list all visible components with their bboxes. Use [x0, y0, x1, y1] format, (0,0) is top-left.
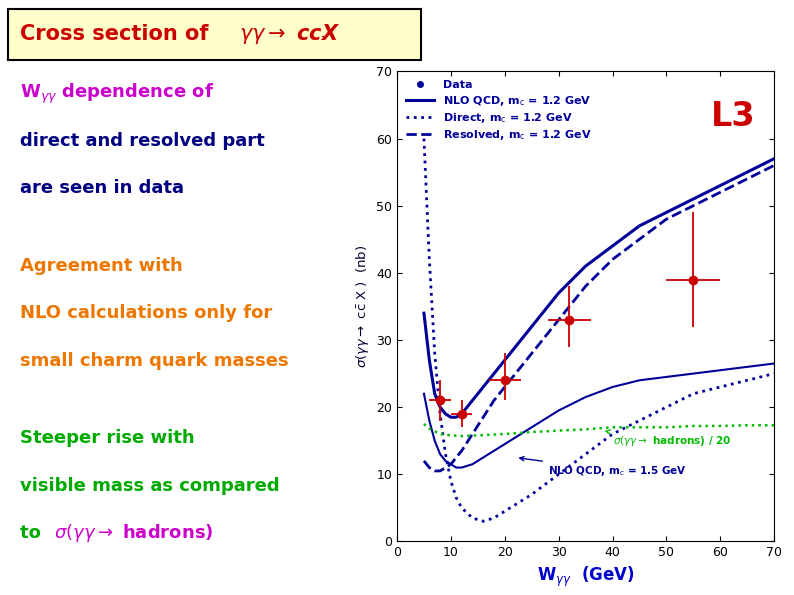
X-axis label: W$_{\gamma\gamma}$  (GeV): W$_{\gamma\gamma}$ (GeV) [537, 565, 634, 589]
Text: visible mass as compared: visible mass as compared [20, 477, 279, 495]
Text: are seen in data: are seen in data [20, 179, 184, 198]
Text: $\sigma(\gamma\gamma \rightarrow$ hadrons): $\sigma(\gamma\gamma \rightarrow$ hadron… [54, 522, 214, 544]
Text: Cross section of: Cross section of [21, 24, 230, 44]
Text: to: to [20, 524, 53, 543]
Text: NLO calculations only for: NLO calculations only for [20, 304, 272, 322]
Y-axis label: $\sigma(\gamma\gamma \rightarrow$ c$\bar{\rm{c}}$ X )  (nb): $\sigma(\gamma\gamma \rightarrow$ c$\bar… [353, 245, 371, 368]
Text: $\gamma\gamma \rightarrow$ cc$\overline{\rm{}}$X: $\gamma\gamma \rightarrow$ cc$\overline{… [239, 22, 341, 46]
Text: Agreement with: Agreement with [20, 256, 183, 275]
Text: small charm quark masses: small charm quark masses [20, 352, 288, 370]
Text: NLO QCD, m$_{\rm c}$ = 1.5 GeV: NLO QCD, m$_{\rm c}$ = 1.5 GeV [520, 456, 687, 478]
Text: $\sigma(\gamma\gamma \rightarrow$ hadrons) / 20: $\sigma(\gamma\gamma \rightarrow$ hadron… [606, 430, 731, 448]
Text: L3: L3 [711, 99, 755, 133]
Text: direct and resolved part: direct and resolved part [20, 131, 264, 150]
Legend: Data, NLO QCD, m$_{\rm c}$ = 1.2 GeV, Direct, m$_{\rm c}$ = 1.2 GeV, Resolved, m: Data, NLO QCD, m$_{\rm c}$ = 1.2 GeV, Di… [403, 77, 595, 146]
Text: W$_{\gamma\gamma}$ dependence of: W$_{\gamma\gamma}$ dependence of [20, 82, 214, 106]
Text: Steeper rise with: Steeper rise with [20, 429, 195, 447]
